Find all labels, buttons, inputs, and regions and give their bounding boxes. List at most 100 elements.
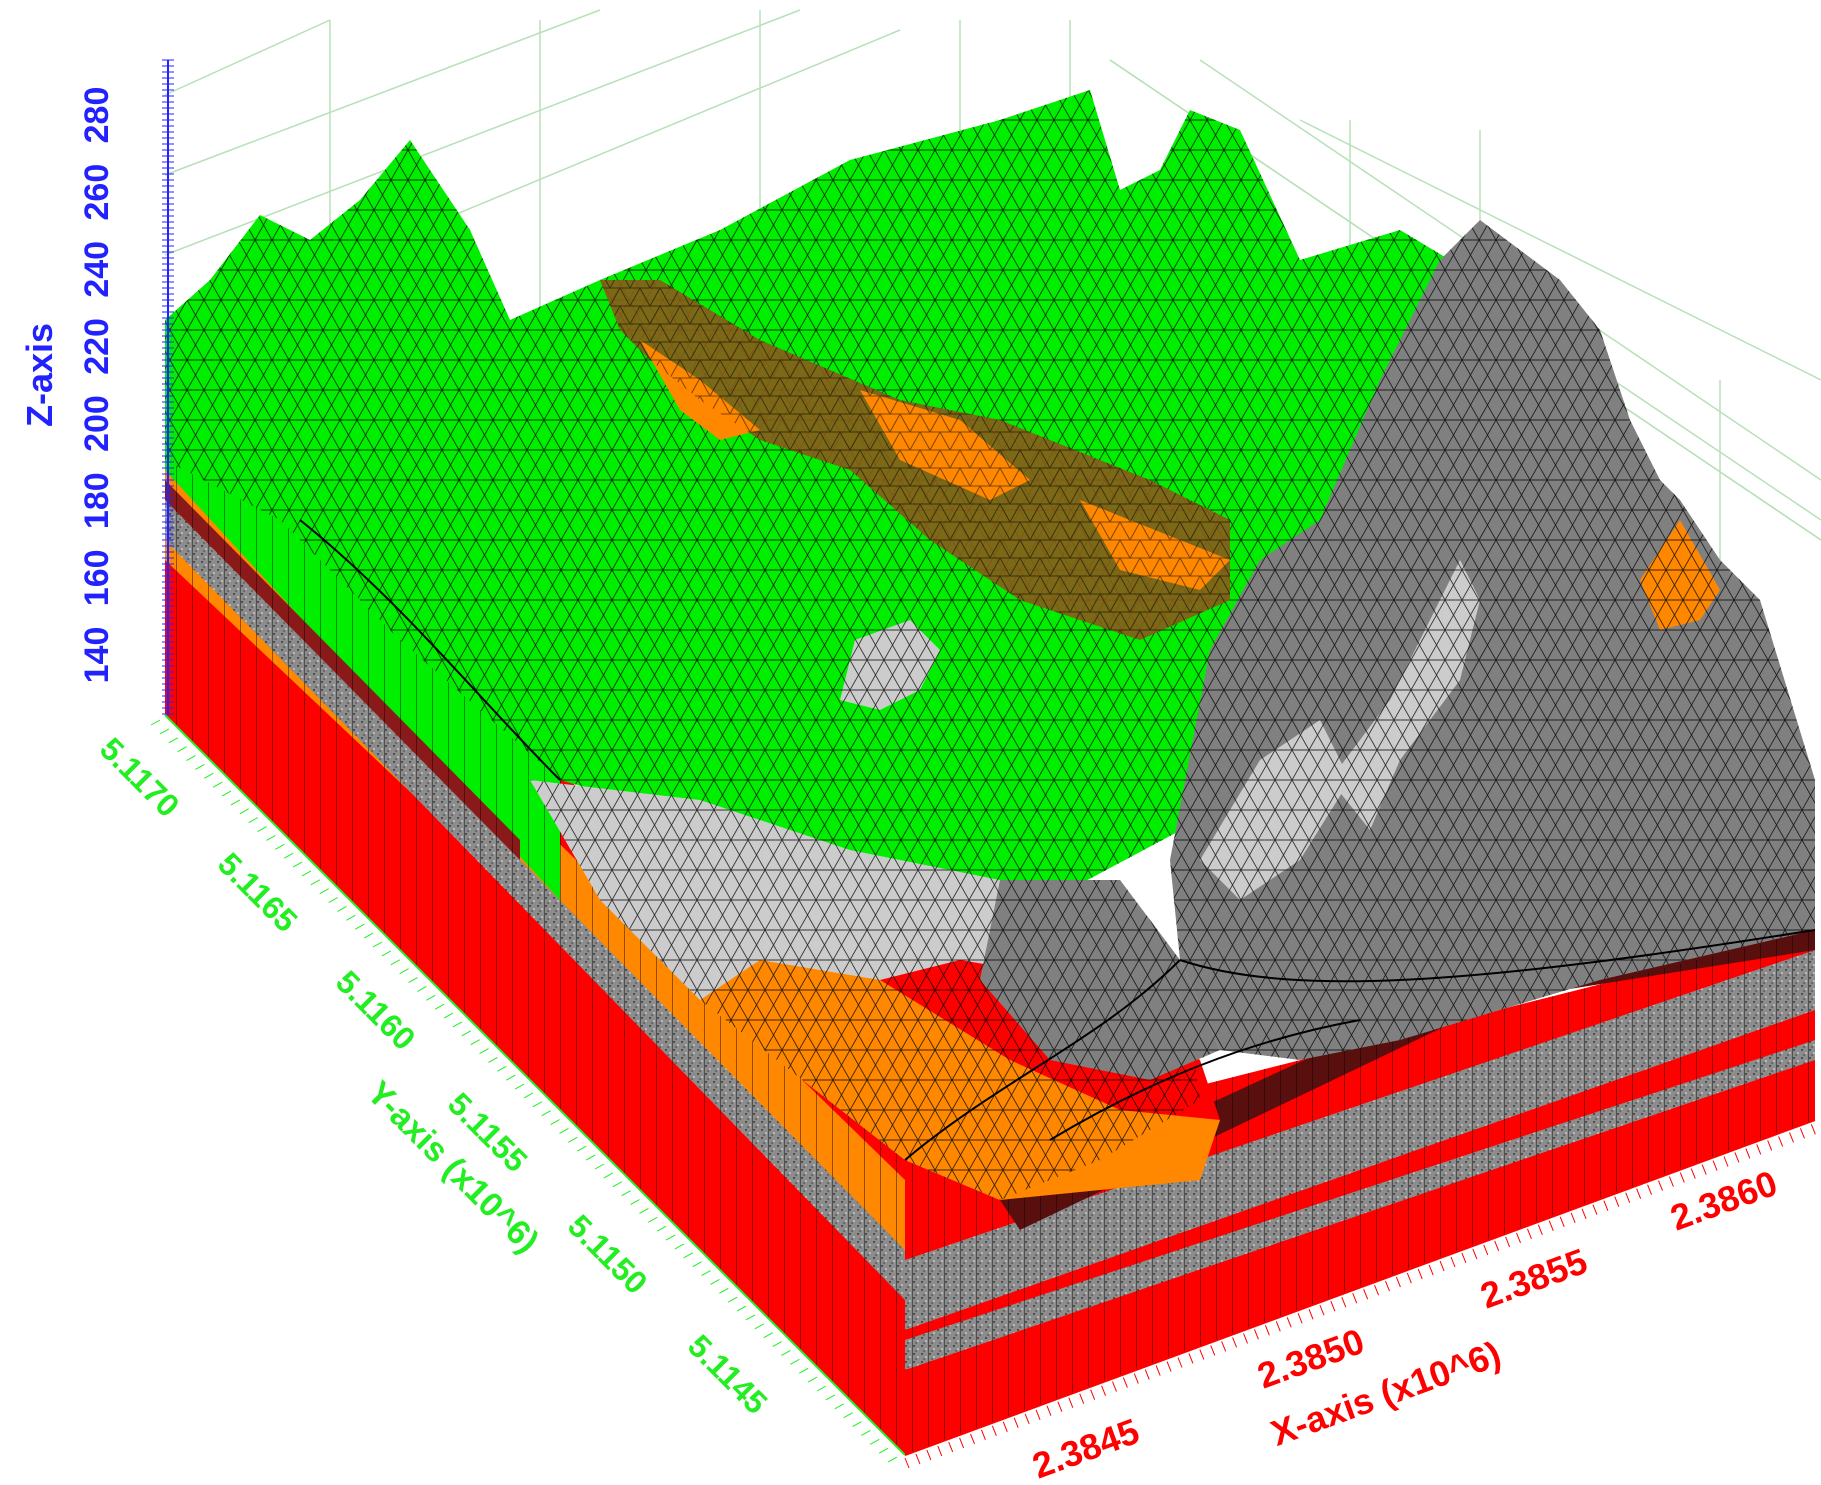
y-axis-minor-tick [488,1057,498,1063]
y-axis-minor-tick [816,1385,827,1392]
x-axis-minor-tick [1308,1309,1314,1320]
y-axis-minor-tick [168,737,179,744]
y-axis-minor-tick [825,1394,836,1401]
x-axis-minor-tick [1734,1152,1740,1163]
x-axis-minor-tick [1155,1365,1161,1376]
y-axis-minor-tick [790,1358,800,1365]
x-axis-minor-tick [1264,1325,1270,1336]
z-axis-title: Z-axis [19,323,60,427]
y-axis-minor-tick [319,888,329,895]
y-axis-minor-tick [275,843,285,850]
y-axis-minor-tick [443,1012,454,1019]
y-axis-minor-tick [887,1456,898,1463]
y-axis-minor-tick [798,1367,809,1374]
y-axis-minor-tick [248,817,258,824]
x-axis-minor-tick [1133,1373,1139,1384]
y-tick-label: 5.1150 [561,1208,654,1301]
x-axis-minor-tick [1243,1333,1248,1344]
x-axis-minor-tick [1723,1156,1729,1167]
y-axis-minor-tick [346,914,356,921]
x-axis-minor-tick [1079,1393,1085,1404]
y-axis-minor-tick [745,1314,756,1321]
x-axis-minor-tick [1625,1192,1631,1203]
x-axis-minor-tick [1013,1417,1019,1428]
z-tick-label: 240 [78,241,116,298]
x-axis-minor-tick [915,1453,921,1465]
grid-line [164,19,331,96]
left-cross-section [165,320,905,1455]
x-axis-minor-tick [1647,1184,1653,1195]
x-axis-minor-tick [1745,1148,1751,1159]
y-axis-minor-tick [195,763,205,770]
y-axis-minor-tick [648,1216,658,1223]
y-axis-minor-tick [390,959,401,966]
y-tick-label: 5.1170 [93,731,186,824]
y-axis-minor-tick [363,932,374,939]
y-axis-minor-tick [186,755,196,761]
y-axis-minor-tick [630,1199,640,1205]
y-axis-minor-tick [719,1287,729,1294]
x-axis-minor-tick [1439,1260,1445,1272]
y-axis-minor-tick [497,1065,507,1072]
y-axis-minor-tick [772,1341,782,1348]
x-axis-minor-tick [1046,1405,1052,1416]
x-axis-minor-tick [948,1441,954,1453]
y-axis-line [164,714,906,1456]
y-axis-minor-tick [354,923,365,930]
x-axis-minor-tick [1658,1180,1663,1191]
y-axis-minor-tick [230,799,241,806]
y-axis-minor-tick [399,968,409,975]
y-axis-minor-tick [781,1350,791,1356]
terrain-surface [165,90,1450,900]
x-axis-minor-tick [1428,1264,1434,1276]
y-axis-minor-tick [683,1252,694,1259]
y-axis-minor-tick [639,1207,649,1214]
y-axis-minor-tick [310,879,321,886]
x-axis-minor-tick [1232,1337,1238,1348]
x-axis-line [904,1119,1816,1456]
y-axis-minor-tick [426,994,436,1001]
y-axis-minor-tick [559,1128,569,1134]
x-axis-minor-tick [1417,1268,1423,1280]
z-tick-label: 200 [78,395,116,452]
x-axis-minor-tick [1199,1349,1205,1360]
x-axis-minor-tick [1668,1176,1674,1187]
y-axis-minor-tick [603,1172,614,1179]
y-axis-minor-tick [257,826,267,832]
x-axis-minor-tick [1581,1208,1587,1219]
y-axis-minor-tick [692,1261,702,1268]
x-axis-minor-tick [980,1429,986,1441]
x-axis-minor-tick [1799,1128,1805,1139]
x-axis-minor-tick [1494,1240,1500,1252]
y-axis-minor-tick [701,1270,711,1276]
y-axis-minor-tick [328,897,338,904]
x-axis-minor-tick [1395,1276,1401,1288]
x-axis-minor-tick [1057,1401,1063,1412]
x-axis-minor-tick [1068,1397,1074,1408]
x-axis-minor-tick [1319,1305,1325,1316]
z-tick-label: 220 [78,318,116,375]
y-axis-minor-tick [861,1429,871,1436]
x-axis-minor-tick [1286,1317,1292,1328]
x-axis-minor-tick [1559,1216,1565,1227]
x-axis-minor-tick [1592,1204,1598,1215]
x-axis-minor-tick [1024,1413,1030,1424]
y-axis-minor-tick [532,1101,543,1108]
y-axis-minor-tick [585,1154,596,1161]
y-axis-minor-tick [576,1145,587,1152]
x-axis-minor-tick [1144,1369,1150,1380]
x-axis-minor-tick [1756,1144,1762,1155]
x-axis-minor-tick [1188,1353,1194,1364]
y-axis-minor-tick [177,746,187,753]
x-tick-label: 2.3845 [1027,1410,1144,1485]
x-axis-minor-tick [1461,1252,1467,1264]
y-axis-minor-tick [674,1243,685,1250]
y-tick-label: 5.1145 [681,1328,774,1421]
x-axis-minor-tick [1701,1164,1707,1175]
x-axis-minor-tick [1002,1421,1008,1433]
y-axis-minor-tick [878,1447,889,1454]
x-axis-minor-tick [1363,1288,1369,1300]
x-axis-minor-tick [937,1445,943,1457]
x-axis-minor-tick [1275,1321,1281,1332]
y-axis-minor-tick [612,1181,623,1188]
